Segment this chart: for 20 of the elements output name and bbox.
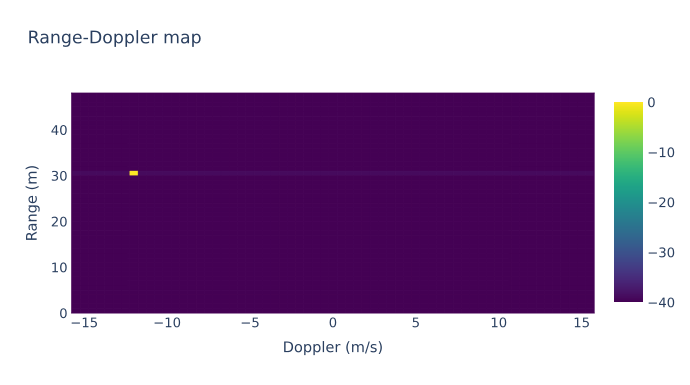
x-tick-label: 15: [574, 318, 589, 328]
x-axis-title: Doppler (m/s): [284, 341, 382, 356]
y-axis-title: Range (m): [26, 166, 40, 240]
color-bar-label: −10: [648, 147, 674, 158]
x-tick-label: 10: [492, 317, 506, 328]
y-tick-label: 20: [52, 216, 67, 227]
y-tick-label: 0: [60, 308, 67, 318]
x-tick-label: −10: [154, 317, 180, 328]
color-bar-label: 0: [648, 97, 655, 108]
x-tick-label: 0: [330, 317, 336, 328]
y-tick-label: 40: [51, 125, 67, 136]
x-tick-label: −15: [72, 318, 97, 328]
color-bar-label: −30: [648, 247, 674, 258]
y-tick-label: 10: [52, 262, 67, 272]
color-bar-label: −40: [648, 297, 674, 308]
color-bar-label: −20: [648, 197, 674, 208]
y-tick-label: 30: [52, 170, 67, 181]
x-tick-label: −5: [242, 318, 259, 328]
x-tick-label: 5: [412, 318, 419, 328]
chart-title: Range-Doppler map: [29, 30, 201, 47]
